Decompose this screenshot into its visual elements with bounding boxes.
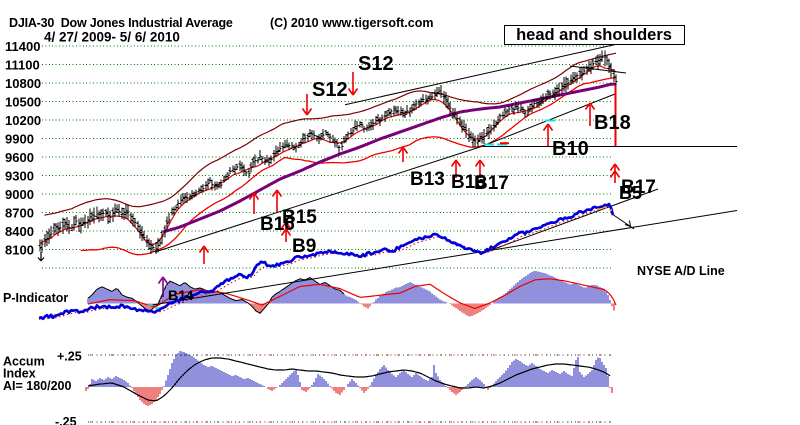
svg-text:Index: Index [3, 366, 36, 380]
svg-text:AI= 180/200: AI= 180/200 [3, 379, 72, 393]
svg-text:10200: 10200 [5, 113, 41, 128]
svg-text:11100: 11100 [5, 58, 40, 73]
svg-text:8400: 8400 [5, 224, 34, 239]
svg-text:9000: 9000 [5, 187, 34, 202]
svg-text:8700: 8700 [5, 206, 34, 221]
svg-text:S12: S12 [312, 79, 348, 101]
svg-text:B14: B14 [168, 287, 194, 303]
svg-text:10500: 10500 [5, 95, 41, 110]
svg-text:B10: B10 [552, 138, 589, 160]
svg-text:10800: 10800 [5, 76, 41, 91]
svg-text:+.25: +.25 [57, 350, 82, 364]
svg-text:B15: B15 [282, 207, 317, 228]
svg-text:9900: 9900 [5, 132, 34, 147]
svg-text:head and shoulders: head and shoulders [516, 26, 672, 44]
svg-text:B17: B17 [621, 177, 656, 198]
svg-text:NYSE A/D Line: NYSE A/D Line [637, 264, 725, 278]
svg-text:B16: B16 [260, 214, 295, 235]
svg-text:11400: 11400 [5, 39, 40, 54]
svg-text:P-Indicator: P-Indicator [3, 291, 68, 305]
svg-text:S12: S12 [358, 53, 394, 75]
svg-text:(C) 2010 www.tigersoft.com: (C) 2010 www.tigersoft.com [270, 16, 433, 30]
svg-text:-.25: -.25 [55, 415, 77, 425]
svg-text:9600: 9600 [5, 150, 34, 165]
svg-text:9300: 9300 [5, 169, 34, 184]
svg-text:B5: B5 [619, 183, 642, 203]
svg-text:B17: B17 [474, 173, 509, 194]
svg-text:Accum: Accum [3, 354, 45, 368]
svg-text:8100: 8100 [5, 243, 34, 258]
svg-text:B9: B9 [292, 236, 316, 257]
svg-text:B13: B13 [410, 169, 445, 190]
svg-text:DJIA-30 Dow Jones Industrial: DJIA-30 Dow Jones Industrial Average [9, 16, 233, 30]
svg-text:B18: B18 [594, 112, 631, 134]
svg-text:B16: B16 [451, 172, 486, 193]
svg-text:4/ 27/ 2009- 5/ 6/ 2010: 4/ 27/ 2009- 5/ 6/ 2010 [44, 30, 180, 45]
